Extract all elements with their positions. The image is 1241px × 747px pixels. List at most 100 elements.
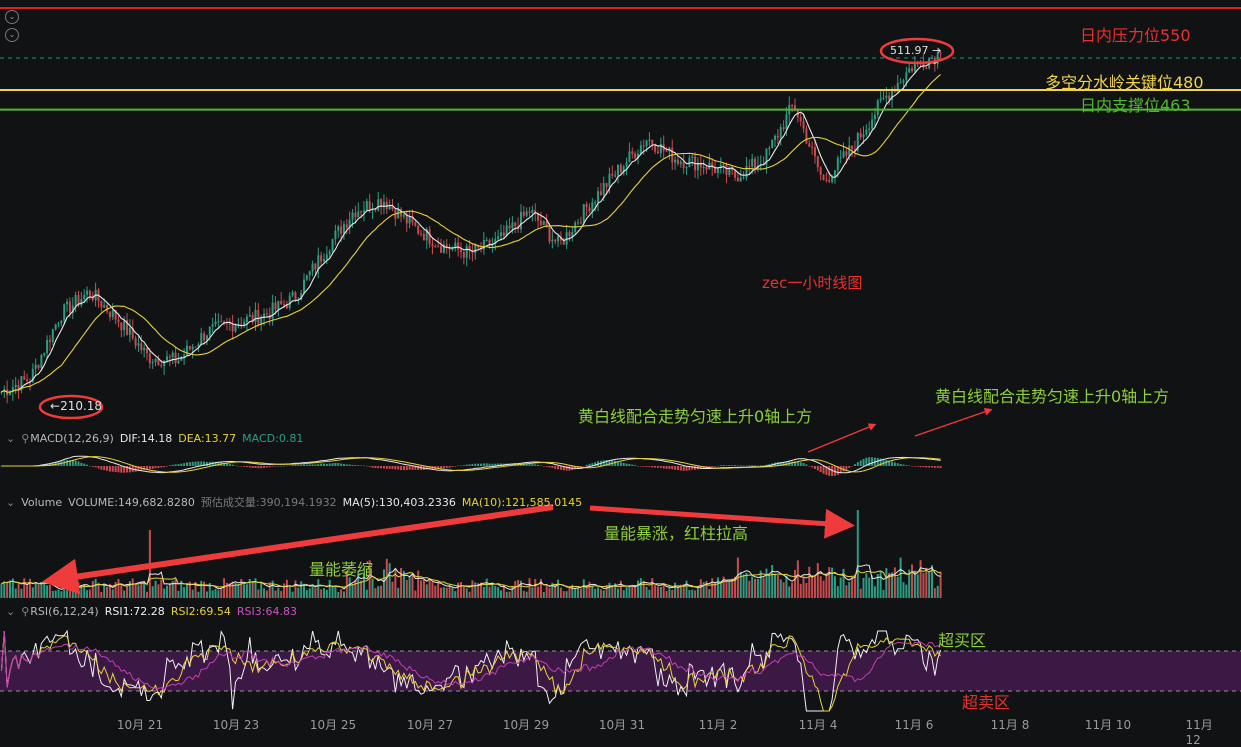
volume-bar [776,575,779,598]
collapse-icon[interactable]: ⌄ [5,28,19,42]
candle-body [68,301,71,313]
candle-body [608,173,611,187]
candle-body [322,259,325,262]
candle-body [428,229,431,245]
candle-body [34,364,37,369]
candle-body [656,151,659,154]
volume-bar [585,586,588,598]
candle-body [191,346,194,350]
volume-bar [785,575,788,598]
x-tick: 10月 23 [212,718,260,732]
volume-bar [191,589,194,598]
macd-histogram-bar [228,463,231,466]
candle-body [665,150,668,152]
eye-icon[interactable]: ⌄ [6,605,16,618]
candle-body [865,130,868,135]
macd-histogram-bar [591,463,594,466]
candle-body [774,135,777,140]
volume-bar [582,579,585,598]
candle-body [639,145,642,154]
macd-histogram-bar [274,466,277,467]
macd-histogram-bar [928,466,931,468]
volume-bar [425,584,428,598]
volume-bar [46,585,49,598]
candle-body [585,204,588,208]
macd-histogram-bar [756,465,759,467]
macd-histogram-bar [913,466,916,467]
volume-bar [779,579,782,598]
volume-bar [876,574,879,598]
candle-body [611,173,614,176]
volume-bar [702,582,705,598]
macd-histogram-bar [808,466,811,467]
x-tick: 10月 27 [406,718,454,732]
candle-body [614,175,617,177]
volume-bar [825,574,828,598]
volume-bar [705,581,708,598]
eye-icon[interactable]: ⌄ [6,432,16,445]
candle-body [243,322,246,326]
macd-histogram-bar [699,466,702,470]
candle-body [634,153,637,159]
candle-body [808,143,811,147]
candle-body [431,244,434,247]
volume-bar [68,590,71,598]
volume-bar [519,580,522,598]
macd-histogram-bar [608,460,611,466]
candle-body [879,98,882,101]
candle-body [165,356,168,361]
macd-histogram-bar [522,464,525,466]
volume-bar [822,580,825,598]
macd-header: ⌄ ⚲MACD(12,26,9) DIF:14.18 DEA:13.77 MACD:0.… [6,432,309,445]
candle-body [754,158,757,169]
volume-bar [454,591,457,598]
bell-icon[interactable]: ⚲ [21,432,30,445]
bell-icon[interactable]: ⚲ [21,605,30,618]
chart-canvas[interactable] [0,0,1241,732]
candle-body [140,343,143,351]
candle-body [217,321,220,323]
macd-histogram-bar [280,465,283,467]
candle-body [277,301,280,310]
macd-histogram-bar [497,463,500,466]
volume-bar [665,590,668,598]
macd-histogram-bar [231,464,234,466]
volume-bar [468,591,471,598]
volume-bar [836,586,839,598]
volume-bar [388,563,391,598]
candle-body [402,214,405,217]
volume-bar [873,586,876,598]
candle-body [354,212,357,218]
candle-body [851,145,854,150]
volume-bar [762,577,765,598]
candle-body [337,226,340,231]
volume-bar [694,590,697,598]
macd-histogram-bar [816,466,819,471]
candle-body [88,290,91,296]
eye-icon[interactable]: ⌄ [6,496,16,509]
candle-body [17,384,20,391]
volume-bar [905,584,908,598]
volume-bar [568,586,571,598]
volume-bar [728,581,731,598]
candle-body [174,352,177,364]
macd-histogram-bar [354,465,357,466]
candle-body [177,360,180,364]
macd-histogram-bar [254,466,257,469]
candle-body [80,299,83,306]
collapse-icon[interactable]: ⌄ [5,10,19,24]
macd-histogram-bar [445,466,448,468]
macd-histogram-bar [711,466,714,467]
volume-bar [31,587,34,598]
macd-histogram-bar [88,465,91,467]
volume-bar [805,583,808,598]
candle-body [203,333,206,341]
candle-body [46,339,49,354]
macd-histogram-bar [345,464,348,466]
macd-histogram-bar [103,466,106,471]
macd-histogram-bar [303,464,306,466]
volume-bar [856,510,859,598]
volume-bar [608,582,611,598]
candle-body [699,162,702,168]
